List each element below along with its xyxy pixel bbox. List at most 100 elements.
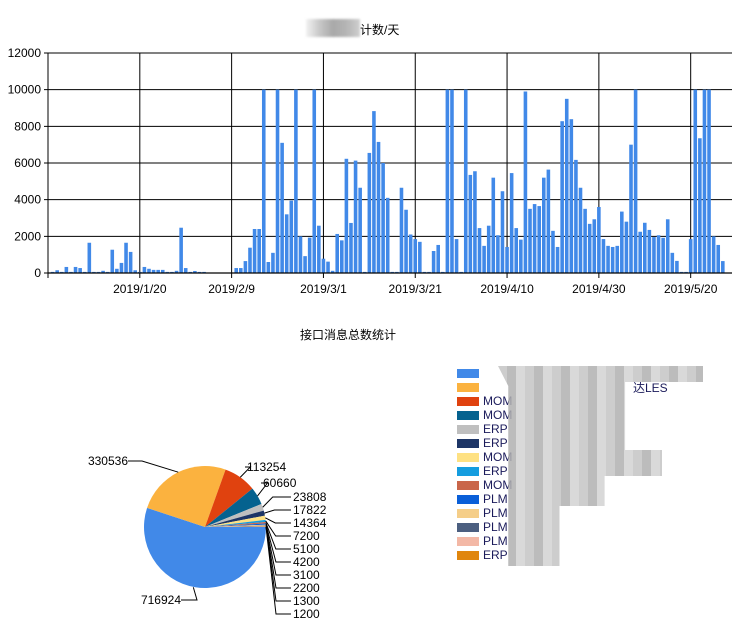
- bar: [261, 89, 266, 274]
- bar: [436, 244, 440, 273]
- legend-swatch: [457, 452, 479, 462]
- pie-slice: [205, 526, 266, 527]
- legend-label: PLM: [483, 492, 508, 506]
- bar: [463, 89, 468, 274]
- x-tick-label: 2019/3/21: [389, 282, 443, 296]
- bar: [376, 141, 381, 273]
- legend-swatch: [457, 522, 479, 532]
- bar: [620, 211, 624, 273]
- bar: [64, 266, 69, 273]
- pie-data-label: 5100: [293, 542, 320, 556]
- bar: [578, 187, 583, 273]
- pie-data-label: 60660: [263, 476, 297, 490]
- bar: [312, 89, 317, 274]
- bar: [519, 239, 523, 273]
- bar: [340, 240, 344, 273]
- label-leader-line: [128, 460, 179, 473]
- bar: [656, 235, 661, 273]
- bar: [473, 171, 477, 273]
- bar: [652, 237, 656, 273]
- pie-slice: [205, 524, 266, 527]
- bar: [133, 270, 138, 273]
- bar: [413, 239, 418, 273]
- label-leader-line: [265, 517, 291, 524]
- bar: [601, 239, 606, 273]
- bar-chart-title: 计数/天: [360, 23, 400, 37]
- pie-slice: [143, 507, 266, 588]
- bar: [647, 229, 652, 273]
- bar: [670, 252, 675, 273]
- bar: [624, 221, 629, 273]
- bar: [349, 222, 353, 273]
- bar: [174, 270, 179, 273]
- legend-item: MOM: [457, 408, 668, 422]
- bar: [280, 142, 284, 273]
- bar: [606, 245, 610, 273]
- pie-slice: [205, 488, 262, 527]
- legend-swatch: [457, 550, 479, 560]
- pie-legend: 达LES MOM MOM ERP ERP MOM ERP MOM PLM PLM PLM PLM ERP: [457, 366, 668, 562]
- pie-data-label: 17822: [293, 503, 327, 517]
- bar: [307, 237, 312, 273]
- pie-data-label: 330536: [88, 454, 128, 468]
- legend-item: PLM: [457, 520, 668, 534]
- bar: [500, 191, 505, 273]
- bar: [367, 152, 372, 273]
- bar: [381, 163, 385, 273]
- legend-swatch: [457, 382, 479, 392]
- pie-slice: [205, 519, 266, 527]
- legend-item: [457, 366, 668, 380]
- pie-data-label: 3100: [293, 568, 320, 582]
- bar: [707, 89, 711, 274]
- bar: [592, 219, 597, 273]
- label-leader-line: [265, 520, 291, 537]
- bar: [486, 225, 491, 273]
- bar: [721, 261, 725, 273]
- bar: [587, 223, 592, 273]
- legend-label: MOM: [483, 394, 513, 408]
- legend-swatch: [457, 410, 479, 420]
- legend-swatch: [457, 424, 479, 434]
- legend-label: ERP: [483, 548, 508, 562]
- bar: [597, 207, 601, 273]
- y-tick-label: 6000: [14, 156, 41, 170]
- pie-slice: [205, 525, 266, 527]
- bar: [344, 158, 349, 273]
- label-leader-line: [265, 526, 291, 615]
- bar: [372, 111, 376, 273]
- legend-item: PLM: [457, 506, 668, 520]
- bar: [160, 269, 165, 273]
- bar: [569, 119, 574, 273]
- bar: [528, 208, 532, 273]
- legend-item: MOM: [457, 478, 668, 492]
- pie-chart-title: 接口消息总数统计: [300, 328, 397, 342]
- bar: [408, 234, 413, 273]
- pie-data-label: 7200: [293, 529, 320, 543]
- bar: [151, 269, 156, 273]
- bar: [688, 239, 693, 273]
- bar: [675, 260, 679, 273]
- bar: [142, 266, 147, 273]
- pie-slice: [205, 503, 264, 527]
- label-leader-line: [262, 496, 291, 508]
- bar: [610, 246, 615, 273]
- bar: [711, 236, 716, 273]
- bar: [73, 266, 78, 273]
- bar: [629, 144, 633, 273]
- legend-label: ERP: [483, 422, 508, 436]
- bar: [110, 249, 115, 273]
- bar: [445, 89, 450, 274]
- label-leader-line: [265, 523, 291, 563]
- bar: [514, 228, 519, 273]
- bar: [385, 197, 390, 273]
- pie-slice: [147, 466, 226, 527]
- bar: [252, 229, 257, 273]
- legend-item: ERP: [457, 548, 668, 562]
- bar: [431, 251, 436, 273]
- x-tick-label: 2019/4/30: [572, 282, 626, 296]
- bar: [326, 261, 330, 273]
- bar: [698, 138, 702, 273]
- legend-label: MOM: [483, 478, 513, 492]
- bar: [551, 230, 555, 273]
- legend-swatch: [457, 466, 479, 476]
